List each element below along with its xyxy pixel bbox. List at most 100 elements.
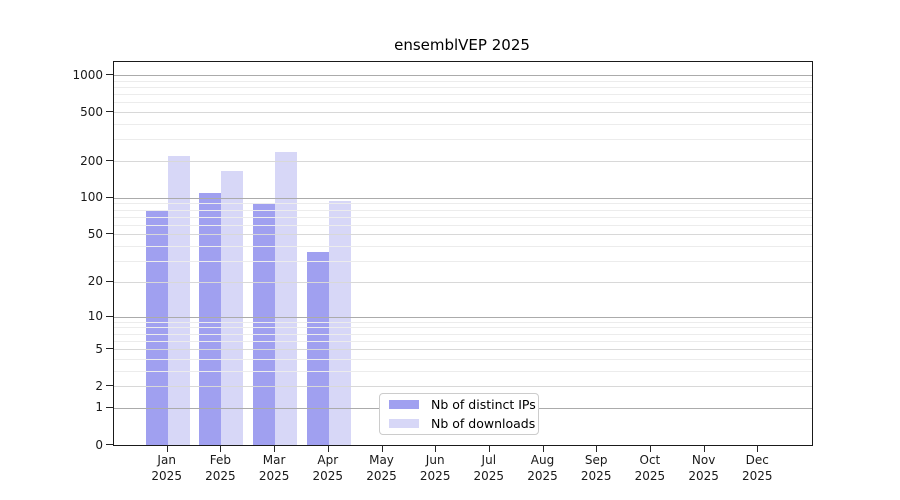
minor-gridline bbox=[114, 234, 812, 236]
x-tick-label: Apr 2025 bbox=[313, 453, 344, 485]
y-tick-mark bbox=[106, 196, 113, 198]
minor-gridline bbox=[114, 327, 812, 329]
x-tick-label: Aug 2025 bbox=[527, 453, 558, 485]
minor-gridline bbox=[114, 94, 812, 96]
x-tick-month: Jul bbox=[481, 453, 497, 467]
x-tick-mark bbox=[649, 445, 651, 452]
x-tick-month: Jan bbox=[157, 453, 176, 467]
minor-gridline bbox=[114, 349, 812, 350]
x-tick-label: Jun 2025 bbox=[420, 453, 451, 485]
x-tick-label: Feb 2025 bbox=[205, 453, 236, 485]
minor-gridline bbox=[114, 80, 812, 82]
x-tick-mark bbox=[757, 445, 759, 452]
chart-title: ensemblVEP 2025 bbox=[394, 36, 530, 54]
minor-gridline bbox=[114, 203, 812, 205]
x-tick-year: 2025 bbox=[473, 468, 505, 483]
grid-layer bbox=[114, 62, 812, 445]
x-tick-month: May bbox=[369, 453, 394, 467]
x-tick-label: Mar 2025 bbox=[259, 453, 290, 485]
x-tick-mark bbox=[488, 445, 490, 452]
x-tick-mark bbox=[703, 445, 705, 452]
y-tick-label: 1 bbox=[95, 400, 103, 415]
x-tick-mark bbox=[435, 445, 437, 452]
x-tick-month: Jun bbox=[425, 453, 445, 467]
y-tick-label: 1000 bbox=[72, 67, 103, 82]
plot-area bbox=[113, 61, 813, 446]
minor-gridline bbox=[114, 281, 812, 283]
x-tick-year: 2025 bbox=[258, 468, 290, 483]
x-tick-mark bbox=[596, 445, 598, 452]
minor-gridline bbox=[114, 386, 812, 388]
minor-gridline bbox=[114, 161, 812, 162]
y-tick-label: 0 bbox=[95, 437, 103, 452]
y-tick-mark bbox=[106, 348, 113, 349]
y-tick-label: 2 bbox=[95, 378, 103, 393]
legend-swatch-distinct-ips bbox=[389, 400, 419, 409]
minor-gridline bbox=[114, 333, 812, 335]
major-gridline bbox=[114, 75, 812, 76]
x-tick-month: Sep bbox=[584, 453, 608, 467]
y-tick-mark bbox=[106, 280, 113, 282]
minor-gridline bbox=[114, 209, 812, 211]
legend-item-distinct-ips: Nb of distinct IPs bbox=[389, 397, 536, 412]
y-tick-label: 500 bbox=[80, 104, 103, 119]
x-tick-year: 2025 bbox=[580, 468, 612, 483]
x-tick-year: 2025 bbox=[366, 468, 397, 483]
x-tick-year: 2025 bbox=[742, 468, 773, 483]
y-tick-mark bbox=[106, 233, 113, 235]
x-tick-year: 2025 bbox=[151, 468, 182, 483]
x-tick-mark bbox=[220, 445, 222, 452]
y-tick-mark bbox=[106, 74, 113, 75]
minor-gridline bbox=[114, 124, 812, 125]
minor-gridline bbox=[114, 321, 812, 323]
bar-distinct-ips bbox=[253, 202, 276, 445]
y-tick-label: 50 bbox=[87, 226, 103, 241]
x-tick-mark bbox=[381, 445, 383, 452]
minor-gridline bbox=[114, 340, 812, 342]
x-tick-month: Apr bbox=[317, 453, 339, 467]
x-tick-label: Sep 2025 bbox=[581, 453, 612, 485]
bar-distinct-ips bbox=[199, 192, 222, 445]
x-tick-label: Jan 2025 bbox=[151, 453, 182, 485]
legend-item-downloads: Nb of downloads bbox=[389, 416, 535, 431]
minor-gridline bbox=[114, 216, 812, 218]
major-gridline bbox=[114, 197, 812, 199]
x-tick-label: Dec 2025 bbox=[742, 453, 773, 485]
minor-gridline bbox=[114, 102, 812, 104]
minor-gridline bbox=[114, 224, 812, 226]
x-tick-month: Oct bbox=[639, 453, 661, 467]
minor-gridline bbox=[114, 370, 812, 372]
minor-gridline bbox=[114, 139, 812, 141]
x-tick-year: 2025 bbox=[634, 468, 666, 483]
y-tick-mark bbox=[106, 315, 113, 317]
x-tick-month: Nov bbox=[691, 453, 716, 467]
y-tick-mark bbox=[106, 444, 113, 445]
x-tick-month: Mar bbox=[262, 453, 286, 467]
x-tick-mark bbox=[542, 445, 544, 452]
x-tick-mark bbox=[327, 445, 329, 452]
x-tick-label: Oct 2025 bbox=[635, 453, 666, 485]
x-tick-label: May 2025 bbox=[366, 453, 397, 485]
legend: Nb of distinct IPs Nb of downloads bbox=[379, 393, 539, 435]
bar-downloads bbox=[221, 171, 244, 445]
x-tick-year: 2025 bbox=[419, 468, 451, 483]
bar-downloads bbox=[167, 155, 190, 445]
y-tick-mark bbox=[106, 111, 113, 113]
x-tick-mark bbox=[166, 445, 168, 452]
x-tick-year: 2025 bbox=[205, 468, 236, 483]
bar-distinct-ips bbox=[306, 251, 329, 445]
minor-gridline bbox=[114, 86, 812, 88]
x-tick-month: Aug bbox=[530, 453, 555, 467]
legend-label-distinct-ips: Nb of distinct IPs bbox=[431, 397, 536, 412]
major-gridline bbox=[114, 316, 812, 318]
y-tick-label: 20 bbox=[87, 274, 103, 289]
minor-gridline bbox=[114, 246, 812, 248]
minor-gridline bbox=[114, 358, 812, 360]
x-tick-year: 2025 bbox=[688, 468, 719, 483]
y-tick-label: 10 bbox=[87, 309, 103, 324]
y-tick-label: 5 bbox=[95, 341, 103, 356]
legend-label-downloads: Nb of downloads bbox=[431, 416, 536, 431]
x-tick-mark bbox=[274, 445, 276, 452]
x-tick-label: Jul 2025 bbox=[474, 453, 505, 485]
